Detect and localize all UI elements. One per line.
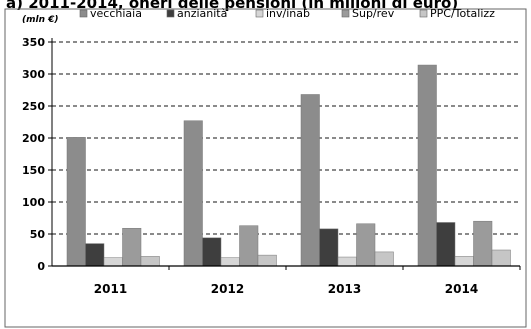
y-tick-label: 100 <box>22 196 45 209</box>
bar-sup_rev-2014 <box>473 220 493 267</box>
legend-label-anzianita: anzianità <box>177 7 227 20</box>
y-tick-label: 150 <box>22 164 45 177</box>
axes <box>51 38 521 270</box>
bar-anzianita-2011 <box>85 243 105 267</box>
bar-anzianita-2012 <box>202 237 222 267</box>
legend-label-sup_rev: Sup/rev <box>352 7 395 20</box>
legend-swatch-ppc <box>419 9 428 18</box>
bar-inv_inab-2012 <box>220 257 240 267</box>
legend-label-ppc: PPC/Totalizz <box>430 7 495 20</box>
y-tick-labels: 0 50 100 150 200 250 300 350 <box>22 36 45 273</box>
y-tick-label: 300 <box>22 68 45 81</box>
bars <box>66 64 511 267</box>
x-tick-label: 2014 <box>445 282 478 296</box>
bar-vecchiaia-2013 <box>300 94 320 267</box>
x-tick-labels: 2011 2012 2013 2014 <box>94 282 478 296</box>
bar-sup_rev-2011 <box>122 227 142 267</box>
bar-ppc-2011 <box>140 256 160 267</box>
y-tick-label: 50 <box>30 228 46 241</box>
bar-ppc-2014 <box>491 249 511 267</box>
gridlines <box>48 41 520 267</box>
legend-label-inv_inab: inv/inab <box>266 7 310 20</box>
x-tick-label: 2013 <box>328 282 361 296</box>
legend-swatch-sup_rev <box>341 9 350 18</box>
legend-swatch-inv_inab <box>255 9 264 18</box>
legend-swatch-vecchiaia <box>79 9 88 18</box>
x-tick-label: 2012 <box>211 282 244 296</box>
y-tick-label: 250 <box>22 100 45 113</box>
y-unit-label: (mln €) <box>22 15 59 25</box>
bar-vecchiaia-2012 <box>183 120 203 267</box>
bar-anzianita-2014 <box>436 222 456 267</box>
bar-anzianita-2013 <box>319 228 339 267</box>
y-tick-label: 350 <box>22 36 45 49</box>
bar-vecchiaia-2011 <box>66 137 86 267</box>
chart-frame <box>4 8 527 328</box>
bar-sup_rev-2012 <box>239 225 259 267</box>
bar-vecchiaia-2014 <box>417 64 437 267</box>
bar-ppc-2013 <box>374 251 394 267</box>
legend-label-vecchiaia: vecchiaia <box>90 7 142 20</box>
bar-inv_inab-2014 <box>454 256 474 267</box>
y-tick-label: 0 <box>37 260 45 273</box>
bar-inv_inab-2011 <box>103 257 123 267</box>
legend: vecchiaia anzianità inv/inab Sup/rev PPC/Tot… <box>79 7 495 20</box>
bar-ppc-2012 <box>257 254 277 267</box>
y-tick-label: 200 <box>22 132 45 145</box>
x-tick-label: 2011 <box>94 282 127 296</box>
legend-swatch-anzianita <box>166 9 175 18</box>
bar-inv_inab-2013 <box>337 256 357 267</box>
bar-sup_rev-2013 <box>356 223 376 267</box>
